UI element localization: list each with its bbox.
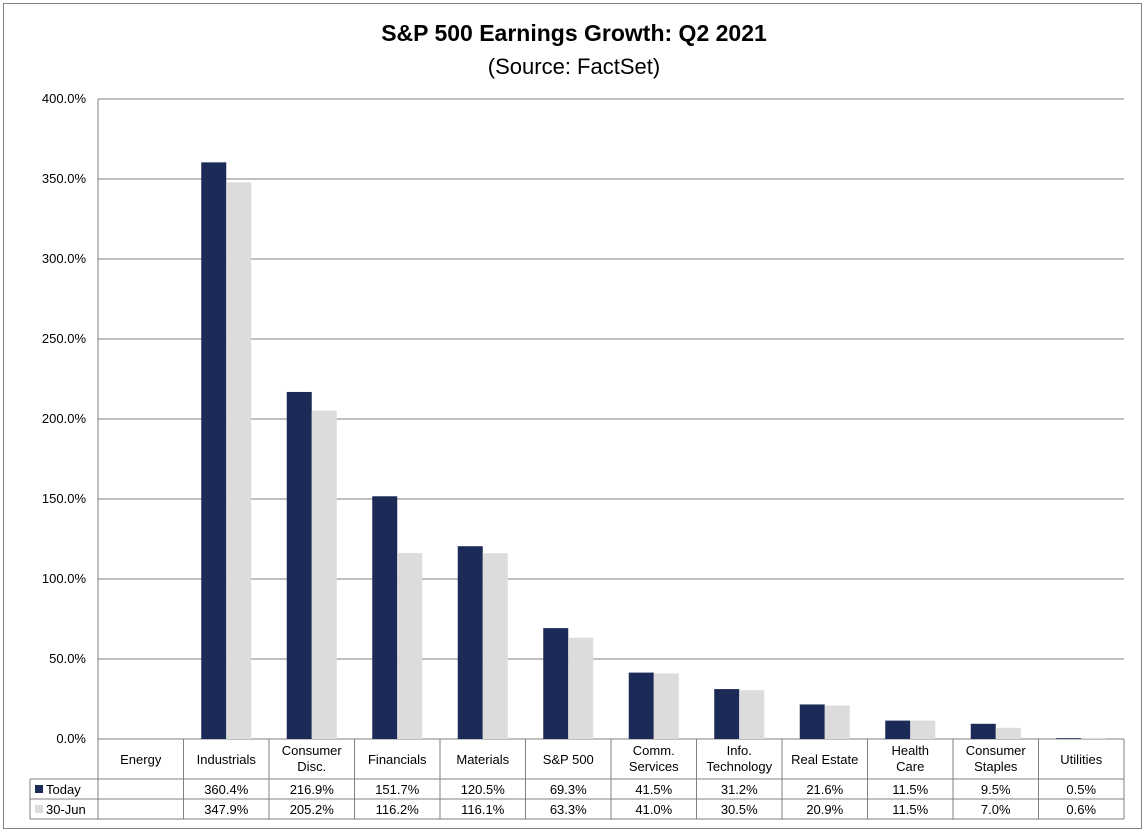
data-table-cell: 7.0% — [981, 802, 1011, 817]
legend-key-today — [35, 785, 43, 793]
category-label: Utilities — [1060, 752, 1102, 767]
bar-today — [372, 496, 398, 739]
bar-30-jun — [482, 553, 508, 739]
bar-30-jun — [739, 690, 765, 739]
data-table-cell: 63.3% — [550, 802, 587, 817]
category-label: S&P 500 — [543, 752, 594, 767]
category-label: Info. Technology — [706, 743, 772, 774]
y-tick-label: 0.0% — [56, 731, 86, 746]
data-table-cell: 205.2% — [290, 802, 335, 817]
y-tick-label: 300.0% — [42, 251, 87, 266]
data-table-cell: 116.2% — [376, 802, 420, 817]
bar-30-jun — [824, 705, 850, 739]
category-label: Materials — [456, 752, 509, 767]
data-table-cell: 0.6% — [1066, 802, 1096, 817]
bar-today — [628, 672, 654, 739]
data-table-cell: 69.3% — [550, 782, 587, 797]
data-table-cell: 216.9% — [290, 782, 335, 797]
category-label: Energy — [120, 752, 162, 767]
bar-today — [885, 720, 911, 739]
chart-subtitle: (Source: FactSet) — [487, 54, 661, 79]
bar-today — [201, 162, 227, 740]
chart-title: S&P 500 Earnings Growth: Q2 2021 — [381, 20, 767, 46]
y-tick-label: 400.0% — [42, 91, 87, 106]
y-tick-label: 200.0% — [42, 411, 87, 426]
data-table-cell: 9.5% — [981, 782, 1011, 797]
data-table-cell: 41.5% — [635, 782, 672, 797]
legend-key-30-jun — [35, 805, 43, 813]
data-table-cell: 151.7% — [375, 782, 420, 797]
bar-30-jun — [995, 727, 1021, 739]
legend-label: 30-Jun — [46, 802, 86, 817]
data-table-cell: 21.6% — [806, 782, 843, 797]
data-table-cell: 360.4% — [204, 782, 249, 797]
bar-today — [799, 704, 825, 739]
y-tick-label: 100.0% — [42, 571, 87, 586]
chart-frame — [3, 3, 1142, 829]
bar-today — [543, 628, 569, 739]
bar-30-jun — [568, 637, 594, 739]
bar-30-jun — [226, 182, 252, 740]
data-table-cell: 20.9% — [806, 802, 843, 817]
bar-today — [714, 689, 740, 739]
bar-30-jun — [653, 673, 679, 739]
bar-30-jun — [910, 720, 936, 739]
legend-label: Today — [46, 782, 81, 797]
category-label: Financials — [368, 752, 427, 767]
category-label: Industrials — [197, 752, 257, 767]
bar-30-jun — [397, 553, 423, 739]
category-label: Real Estate — [791, 752, 858, 767]
bar-today — [970, 723, 996, 739]
category-label: Consumer Disc. — [282, 743, 343, 774]
category-label: Consumer Staples — [966, 743, 1027, 774]
y-tick-label: 150.0% — [42, 491, 87, 506]
bar-today — [1056, 738, 1082, 739]
y-tick-label: 50.0% — [49, 651, 86, 666]
data-table-cell: 41.0% — [635, 802, 672, 817]
bar-30-jun — [311, 410, 337, 739]
data-table-cell: 0.5% — [1066, 782, 1096, 797]
y-tick-label: 250.0% — [42, 331, 87, 346]
bar-30-jun — [1081, 738, 1107, 739]
data-table-cell: 116.1% — [461, 802, 505, 817]
data-table-cell: 120.5% — [461, 782, 506, 797]
data-table-cell: 11.5% — [892, 802, 928, 817]
category-label: Health Care — [891, 743, 929, 774]
bar-today — [286, 391, 312, 739]
category-label: Comm. Services — [629, 743, 679, 774]
data-table-cell: 30.5% — [721, 802, 758, 817]
y-tick-label: 350.0% — [42, 171, 87, 186]
data-table-cell: 347.9% — [204, 802, 249, 817]
data-table-cell: 31.2% — [721, 782, 758, 797]
bar-today — [457, 546, 483, 739]
data-table-cell: 11.5% — [892, 782, 928, 797]
